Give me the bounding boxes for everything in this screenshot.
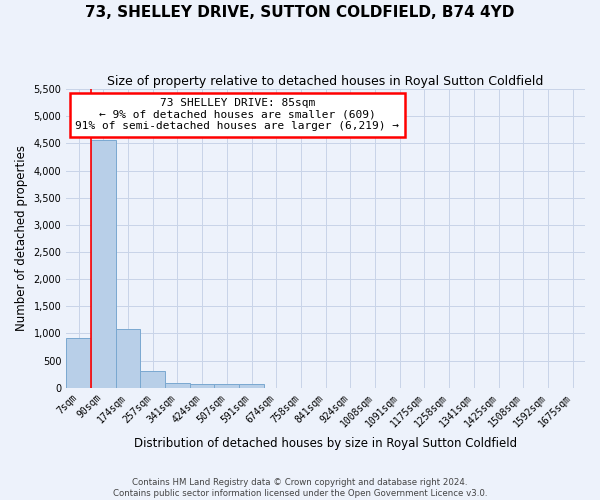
Y-axis label: Number of detached properties: Number of detached properties	[15, 146, 28, 332]
Bar	[140, 372, 165, 388]
Bar	[165, 383, 190, 388]
Text: 73, SHELLEY DRIVE, SUTTON COLDFIELD, B74 4YD: 73, SHELLEY DRIVE, SUTTON COLDFIELD, B74…	[85, 5, 515, 20]
Bar	[91, 140, 116, 388]
Bar	[239, 384, 264, 388]
Bar	[214, 384, 239, 388]
Bar	[190, 384, 214, 388]
Bar	[66, 338, 91, 388]
Text: 73 SHELLEY DRIVE: 85sqm
← 9% of detached houses are smaller (609)
91% of semi-de: 73 SHELLEY DRIVE: 85sqm ← 9% of detached…	[76, 98, 400, 132]
X-axis label: Distribution of detached houses by size in Royal Sutton Coldfield: Distribution of detached houses by size …	[134, 437, 517, 450]
Bar	[116, 330, 140, 388]
Title: Size of property relative to detached houses in Royal Sutton Coldfield: Size of property relative to detached ho…	[107, 75, 544, 88]
Text: Contains HM Land Registry data © Crown copyright and database right 2024.
Contai: Contains HM Land Registry data © Crown c…	[113, 478, 487, 498]
